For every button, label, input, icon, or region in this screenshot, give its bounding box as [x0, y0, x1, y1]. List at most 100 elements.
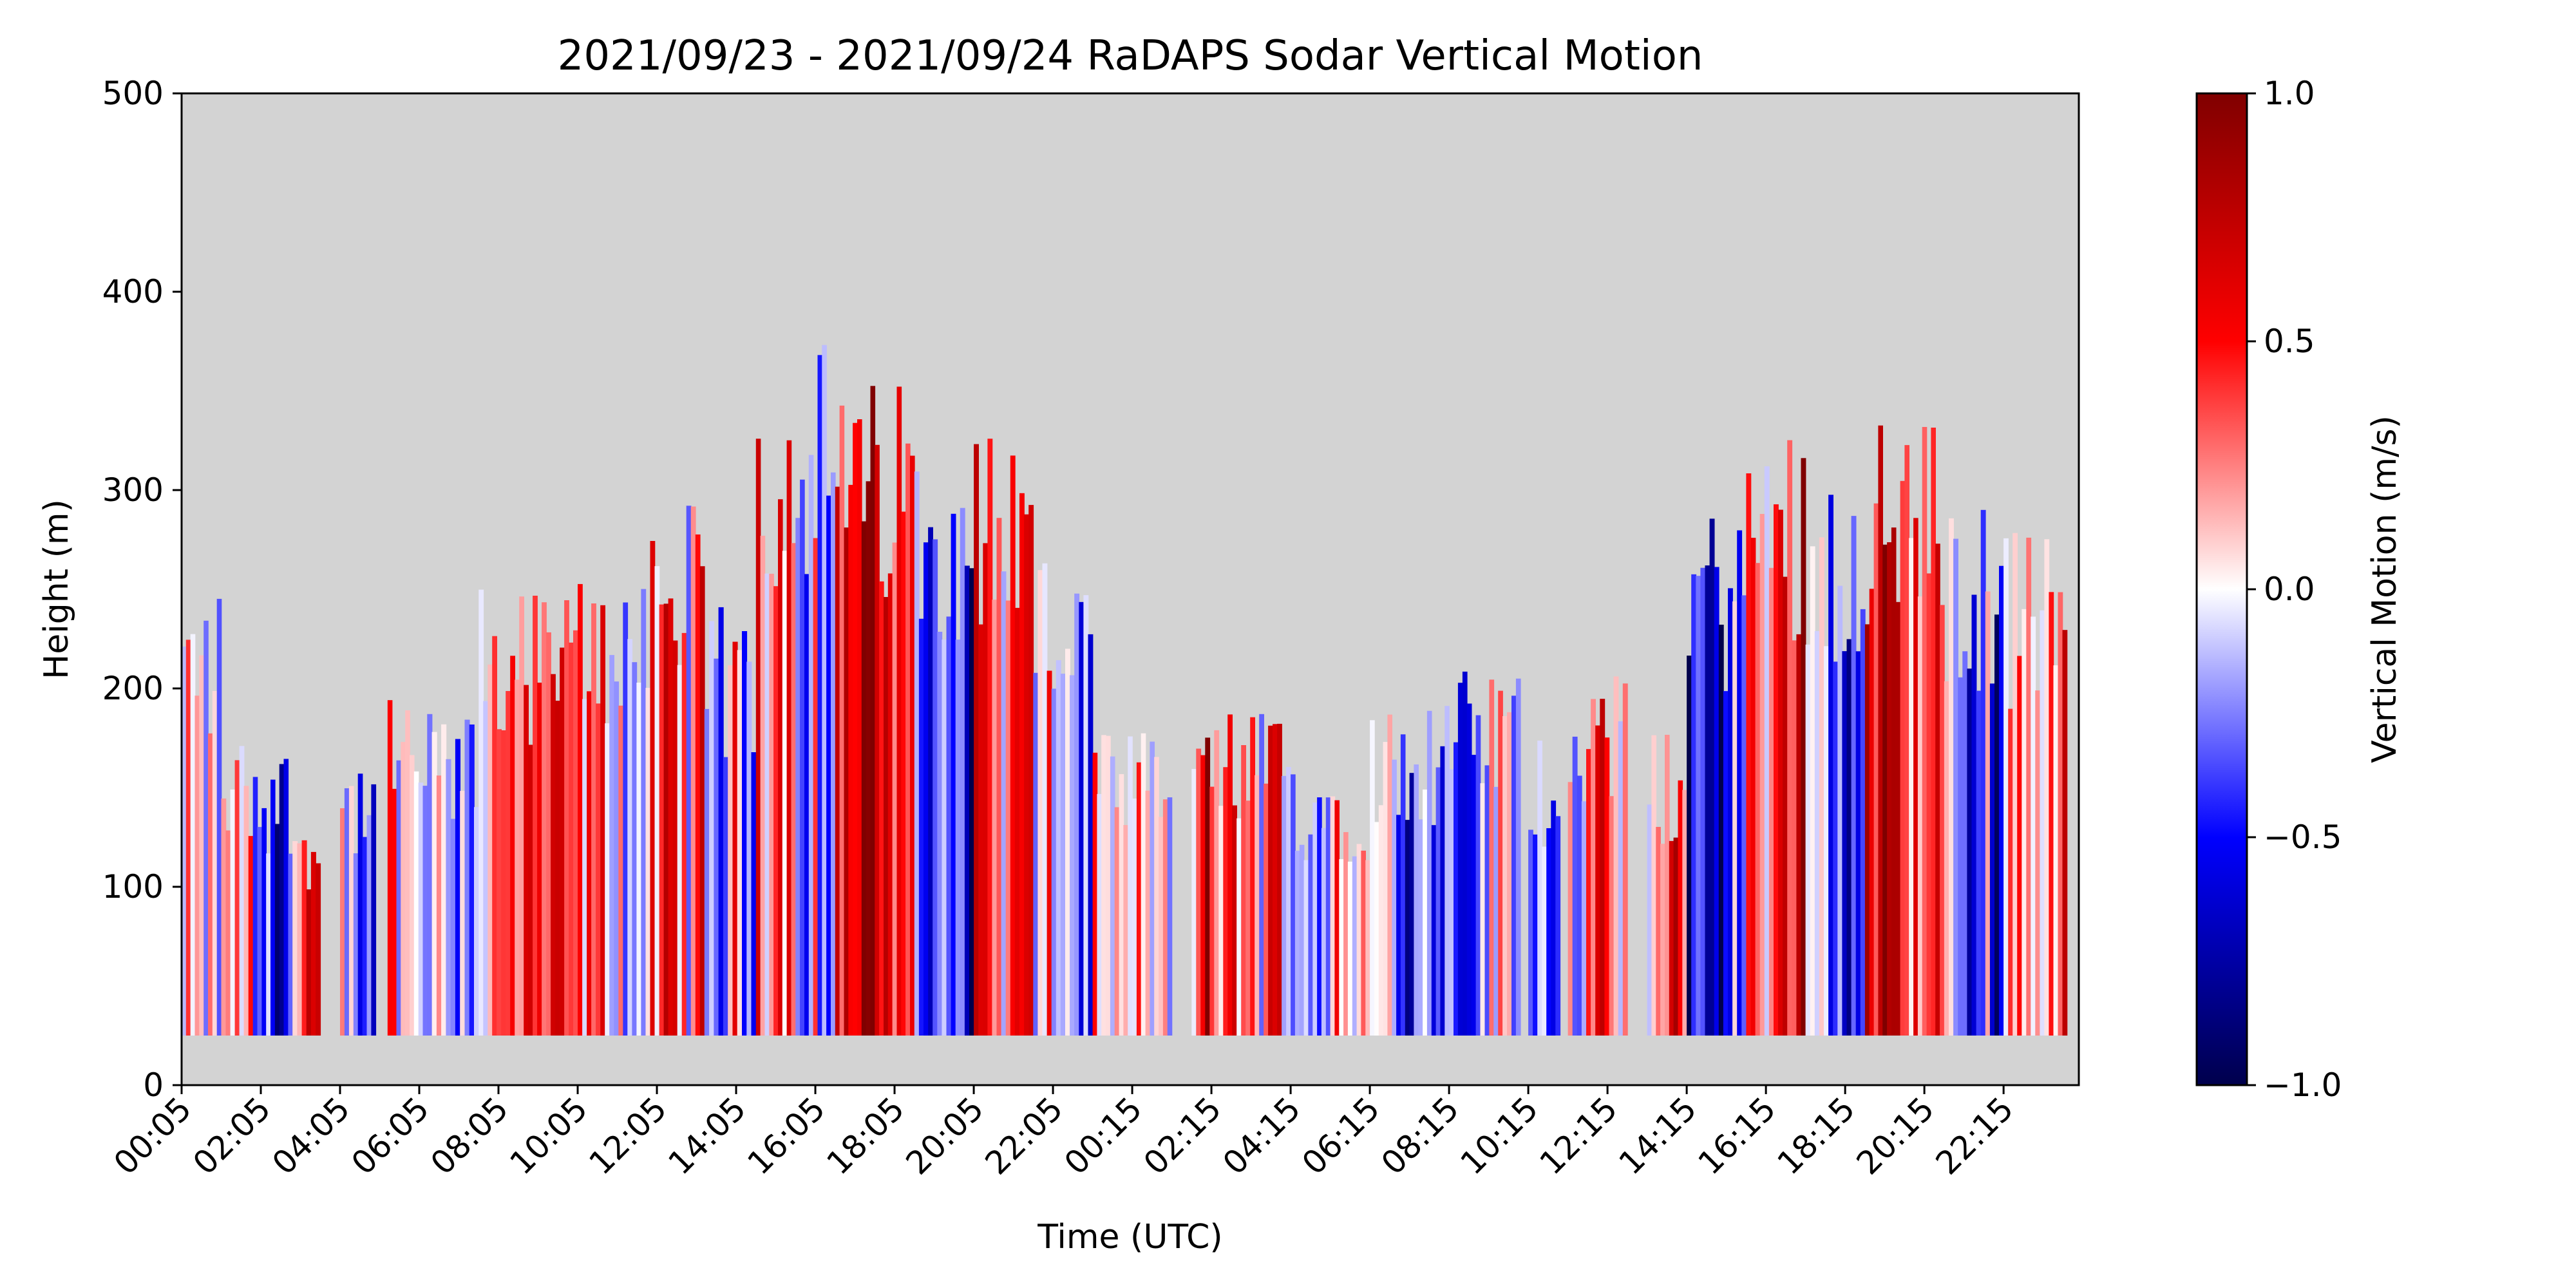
heatmap-column	[1904, 445, 1909, 1036]
heatmap-column	[1900, 480, 1906, 1036]
colorbar-tick-label: 1.0	[2264, 75, 2315, 112]
heatmap-column	[627, 639, 633, 1036]
heatmap-column	[654, 566, 660, 1036]
heatmap-column	[764, 573, 770, 1036]
heatmap-column	[677, 665, 683, 1036]
heatmap-column	[427, 714, 433, 1036]
heatmap-column	[1383, 742, 1388, 1036]
heatmap-column	[1931, 428, 1936, 1036]
heatmap-column	[751, 752, 757, 1036]
heatmap-column	[1705, 565, 1710, 1036]
heatmap-column	[1935, 544, 1940, 1036]
heatmap-column	[1162, 799, 1168, 1036]
heatmap-column	[1824, 646, 1829, 1036]
heatmap-column	[1159, 817, 1164, 1036]
heatmap-column	[955, 639, 961, 1036]
heatmap-column	[2044, 539, 2050, 1036]
heatmap-column	[1431, 825, 1437, 1036]
heatmap-column	[573, 630, 578, 1036]
heatmap-column	[773, 586, 779, 1036]
heatmap-column	[1471, 755, 1477, 1036]
heatmap-column	[1457, 683, 1463, 1036]
heatmap-column	[1294, 851, 1300, 1036]
heatmap-column	[410, 755, 415, 1036]
heatmap-column	[2062, 630, 2068, 1036]
heatmap-column	[464, 719, 470, 1036]
heatmap-column	[199, 655, 204, 1036]
heatmap-column	[1917, 596, 1923, 1036]
heatmap-column	[1999, 565, 2004, 1036]
heatmap-column	[1873, 503, 1879, 1036]
heatmap-column	[791, 543, 797, 1036]
heatmap-column	[194, 696, 200, 1036]
heatmap-column	[892, 542, 898, 1036]
x-tick-label: 04:05	[265, 1090, 357, 1182]
heatmap-column	[431, 732, 437, 1036]
heatmap-column	[1303, 860, 1309, 1036]
heatmap-column	[239, 746, 245, 1036]
heatmap-column	[1985, 591, 1991, 1036]
heatmap-column	[1922, 427, 1927, 1036]
heatmap-column	[1741, 595, 1747, 1036]
heatmap-column	[190, 634, 196, 1036]
heatmap-column	[857, 419, 862, 1036]
heatmap-column	[866, 481, 871, 1036]
heatmap-column	[1409, 773, 1415, 1036]
heatmap-column	[1591, 699, 1596, 1036]
heatmap-column	[778, 499, 783, 1036]
heatmap-column	[914, 471, 920, 1036]
heatmap-column	[887, 573, 893, 1036]
heatmap-column	[1033, 672, 1039, 1036]
heatmap-column	[422, 786, 428, 1036]
heatmap-column	[1106, 735, 1111, 1036]
heatmap-column	[1312, 802, 1318, 1036]
heatmap-column	[844, 527, 849, 1036]
heatmap-column	[1909, 538, 1914, 1036]
heatmap-column	[1714, 567, 1719, 1036]
heatmap-column	[1205, 737, 1211, 1036]
chart-title: 2021/09/23 - 2021/09/24 RaDAPS Sodar Ver…	[558, 32, 1703, 80]
heatmap-column	[560, 647, 565, 1036]
heatmap-column	[1101, 735, 1106, 1036]
heatmap-column	[248, 836, 254, 1036]
heatmap-column	[450, 819, 456, 1036]
heatmap-column	[225, 830, 231, 1036]
heatmap-column	[1400, 734, 1406, 1036]
y-tick-label: 0	[143, 1066, 164, 1104]
heatmap-column	[1819, 537, 1824, 1036]
heatmap-column	[746, 661, 752, 1036]
heatmap-column	[1949, 518, 1954, 1036]
heatmap-column	[564, 600, 569, 1036]
heatmap-column	[279, 764, 285, 1036]
heatmap-column	[1546, 828, 1551, 1036]
heatmap-column	[1136, 762, 1142, 1036]
heatmap-column	[266, 853, 271, 1036]
heatmap-column	[951, 513, 956, 1036]
heatmap-column	[1846, 639, 1852, 1036]
heatmap-column	[492, 636, 497, 1036]
heatmap-column	[1365, 860, 1370, 1036]
heatmap-column	[1833, 661, 1839, 1036]
heatmap-column	[1728, 588, 1733, 1036]
x-tick-label: 10:15	[1454, 1090, 1546, 1182]
heatmap-column	[1330, 796, 1336, 1036]
heatmap-column	[1586, 749, 1591, 1036]
y-axis: 0 100 200 300 400 500	[102, 75, 182, 1104]
heatmap-column	[1286, 767, 1291, 1036]
heatmap-column	[1860, 609, 1866, 1036]
heatmap-column	[1214, 730, 1220, 1036]
heatmap-column	[1828, 495, 1833, 1036]
heatmap-column	[1196, 748, 1202, 1036]
heatmap-column	[1245, 800, 1251, 1036]
heatmap-column	[230, 790, 236, 1036]
heatmap-column	[1042, 563, 1048, 1036]
x-tick-label: 22:05	[978, 1090, 1070, 1182]
heatmap-column	[1343, 832, 1349, 1036]
heatmap-column	[546, 632, 551, 1036]
heatmap-column	[933, 539, 938, 1036]
heatmap-column	[1665, 735, 1670, 1036]
heatmap-column	[1755, 563, 1761, 1036]
heatmap-column	[1418, 819, 1423, 1036]
heatmap-column	[1092, 752, 1098, 1036]
